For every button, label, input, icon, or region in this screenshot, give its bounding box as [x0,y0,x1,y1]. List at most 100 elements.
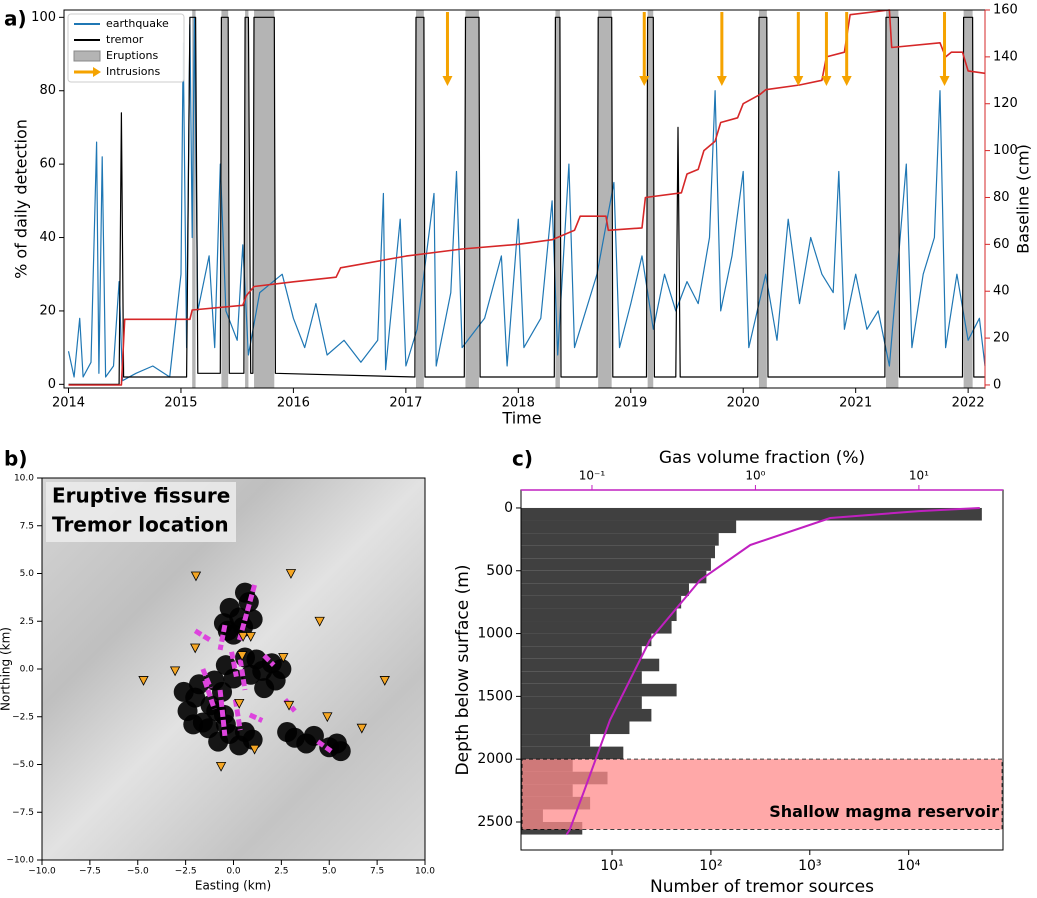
y-tick-label: 100 [31,10,56,25]
y-tick-label: 20 [993,331,1010,346]
y-tick-label: 1500 [477,688,513,704]
y-axis-label: % of daily detection [12,119,31,279]
fissure [237,659,248,691]
y-tick-label: 80 [993,190,1010,205]
bar [521,746,624,760]
fissure [200,668,213,690]
x-tick-label: 10¹ [909,469,929,483]
x-tick-label: 7.5 [370,867,384,877]
bar [521,658,660,672]
fissure [262,653,276,667]
x-tick-label: 10¹ [600,858,623,874]
station [234,698,245,709]
gas-curve [565,507,980,836]
tremor-point [277,722,298,743]
legend-box [46,482,236,542]
x2-axis-label: Gas volume fraction (%) [659,448,865,468]
eruption-span [221,10,229,388]
bar [521,595,682,609]
y-tick-label: −2.5 [12,712,34,722]
y-tick-label: 0 [504,500,513,516]
tremor-point [242,729,263,750]
y-tick-label: 0.0 [20,665,35,675]
arrow-head [639,76,650,86]
intrusion-arrow [442,12,453,86]
y-tick-label: −7.5 [12,808,34,818]
x-axis-label: Number of tremor sources [650,877,874,897]
x-tick-label: 2019 [614,396,647,411]
y-tick-label: 20 [39,303,56,318]
fissure [202,679,217,710]
y-tick-label: 10.0 [14,474,34,484]
eruption-span [758,10,767,388]
station [278,653,289,663]
legend-swatch [73,50,101,62]
y-axis-label: Depth below surface (m) [453,565,473,776]
y-tick-label: 100 [993,143,1018,158]
y-tick-label: 500 [486,563,513,579]
intrusion-arrow [939,12,950,86]
station [215,762,227,772]
y-tick-label: 140 [993,49,1018,64]
y-axis-label: Northing (km) [0,627,13,711]
intrusion-arrow [639,12,650,86]
x-tick-label: 2018 [502,396,535,411]
x-tick-label: 2014 [52,396,85,411]
eruption-span [415,10,424,388]
arrow-head [939,76,950,86]
x-tick-label: −5.0 [127,867,149,877]
panel-label: b) [4,447,27,471]
x-tick-label: 2020 [727,396,760,411]
bar [521,558,711,571]
legend-label: Intrusions [106,65,161,78]
y-tick-label: 80 [39,83,56,98]
y-tick-label: 5.0 [20,569,35,579]
fissure [229,651,239,678]
station [322,712,333,723]
tremor-point [254,678,275,699]
station [169,666,181,677]
x-tick-label: 10³ [798,858,821,874]
bar [521,583,689,596]
station [356,723,367,734]
arrow-head [793,76,804,86]
x-tick-label: 2022 [952,396,985,411]
station [379,676,390,686]
eruption-span [245,10,249,388]
fissure [193,628,212,643]
legend-label: Eruptions [106,49,158,62]
y-tick-label: 40 [993,284,1010,299]
y-tick-label: 160 [993,3,1018,18]
bar [521,708,652,722]
x-tick-label: 2017 [389,396,422,411]
legend-label: Tremor location [52,513,229,537]
bar [521,646,642,659]
tremor-point [183,714,204,735]
fissure [217,624,228,651]
y-tick-label: 40 [39,230,56,245]
x-tick-label: 2015 [164,396,197,411]
x-tick-label: 10⁻¹ [579,469,606,483]
y-tick-label: −10.0 [6,856,34,866]
y-tick-label: 60 [993,237,1010,252]
eruption-span [192,10,196,388]
arrow-head [841,76,852,86]
tremor-point [326,733,347,754]
bar [521,734,591,747]
bar [521,633,652,647]
bar [521,520,737,534]
bar [521,696,642,709]
x-tick-label: 2021 [839,396,872,411]
x-tick-label: 10⁴ [897,858,921,874]
y-tick-label: 2500 [477,814,513,830]
station [236,651,248,661]
x-tick-label: 10⁰ [745,469,765,483]
y-tick-label: 120 [993,96,1018,111]
x-tick-label: 5.0 [322,867,337,877]
x-tick-label: 10² [699,858,722,874]
bar [521,507,982,521]
y-tick-label: 0 [48,377,56,392]
fissure [316,739,333,754]
eruption-span [647,10,654,388]
